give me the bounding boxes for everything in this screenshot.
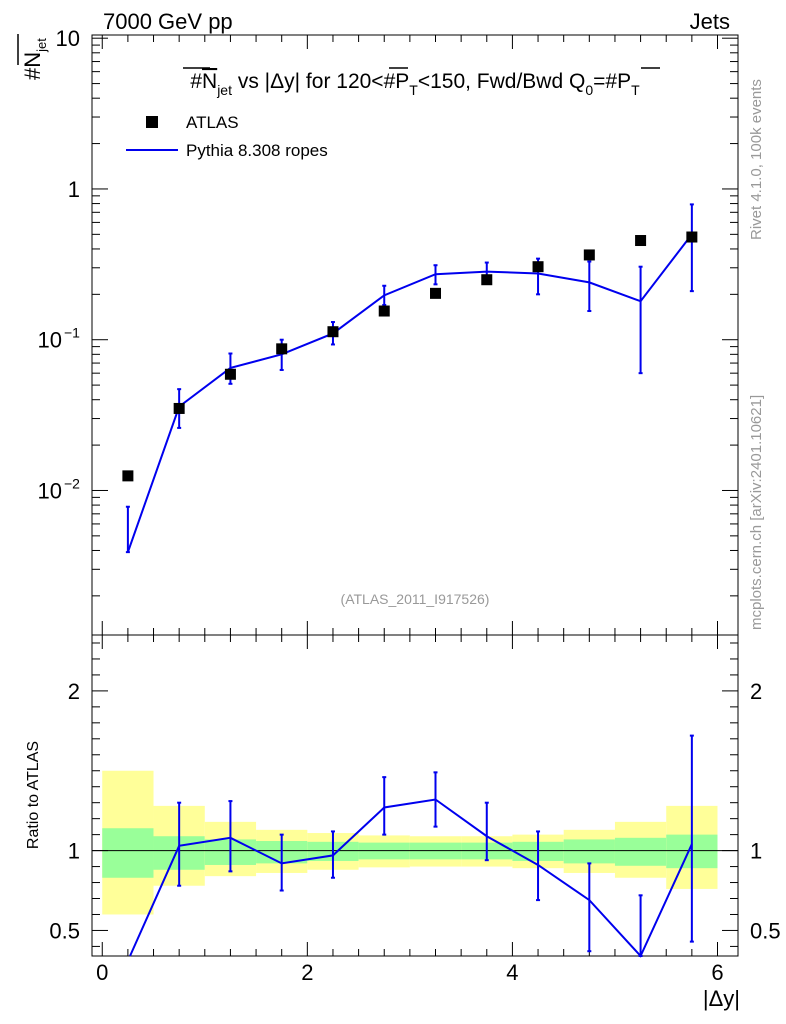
y-tick-label-exponent: −1 bbox=[64, 325, 80, 341]
x-tick-label: 2 bbox=[301, 960, 313, 985]
analysis-tag: (ATLAS_2011_I917526) bbox=[341, 591, 490, 607]
header-left: 7000 GeV pp bbox=[103, 9, 233, 34]
y-tick-label-ratio-right: 0.5 bbox=[750, 918, 781, 943]
atlas-data-point bbox=[686, 231, 698, 243]
x-tick-label: 0 bbox=[96, 960, 108, 985]
x-tick-label: 6 bbox=[711, 960, 723, 985]
y-tick-label-main: 10 bbox=[56, 26, 80, 51]
ratio-band-inner bbox=[614, 837, 667, 866]
mc-series-ratio bbox=[129, 734, 694, 958]
x-tick-label: 4 bbox=[506, 960, 518, 985]
legend-atlas-label: ATLAS bbox=[186, 113, 239, 132]
y-tick-label-ratio-left: 0.5 bbox=[49, 918, 80, 943]
ratio-band-inner bbox=[563, 839, 615, 864]
mcplots-label: mcplots.cern.ch [arXiv:2401.10621] bbox=[748, 395, 765, 630]
y-tick-label-main: 10 bbox=[38, 478, 62, 503]
atlas-data-point bbox=[327, 326, 339, 338]
atlas-data-point bbox=[430, 287, 442, 299]
y-axis-label-ratio: Ratio to ATLAS bbox=[25, 741, 42, 849]
atlas-data-point bbox=[224, 368, 236, 380]
atlas-series-main bbox=[122, 231, 698, 482]
y-tick-label-exponent: −2 bbox=[64, 475, 80, 491]
atlas-data-point bbox=[583, 249, 595, 261]
ratio-panel-ticks bbox=[92, 635, 738, 956]
atlas-data-point bbox=[635, 235, 647, 247]
ratio-bands bbox=[92, 770, 738, 915]
atlas-data-point bbox=[378, 305, 390, 317]
rivet-label: Rivet 4.1.0, 100k events bbox=[748, 79, 765, 240]
ratio-panel-frame bbox=[91, 634, 739, 957]
y-tick-label-main: 1 bbox=[68, 177, 80, 202]
mc-line-main bbox=[126, 233, 693, 553]
y-tick-label-ratio-right: 1 bbox=[750, 839, 762, 864]
ratio-panel bbox=[91, 634, 739, 957]
mc-series-main bbox=[125, 203, 694, 554]
atlas-data-point bbox=[122, 470, 134, 482]
atlas-data-point bbox=[173, 402, 185, 414]
legend-atlas-marker bbox=[146, 116, 158, 128]
mc-line-ratio bbox=[129, 798, 693, 958]
x-tick-labels: 0 2 4 6 bbox=[96, 960, 723, 985]
svg-text:#Njet: #Njet bbox=[20, 38, 49, 80]
main-panel-ticks bbox=[92, 35, 738, 635]
atlas-data-point bbox=[276, 343, 288, 355]
ratio-panel-tick-labels: 2 2 1 1 0.5 0.5 bbox=[49, 679, 780, 944]
ratio-band-inner bbox=[102, 828, 154, 878]
y-axis-label-main: #Njet bbox=[17, 34, 49, 80]
y-tick-label-ratio-left: 2 bbox=[68, 679, 80, 704]
header-right: Jets bbox=[690, 9, 730, 34]
legend-mc-label: Pythia 8.308 ropes bbox=[186, 141, 328, 160]
atlas-data-point bbox=[481, 274, 493, 286]
y-tick-label-main: 10 bbox=[38, 328, 62, 353]
x-axis-label: |Δy| bbox=[703, 986, 740, 1011]
atlas-data-point bbox=[532, 261, 544, 273]
y-tick-label-ratio-right: 2 bbox=[750, 679, 762, 704]
plot-title: #Njet vs |Δy| for 120<#PT<150, Fwd/Bwd Q… bbox=[190, 70, 640, 98]
y-tick-label-ratio-left: 1 bbox=[68, 839, 80, 864]
